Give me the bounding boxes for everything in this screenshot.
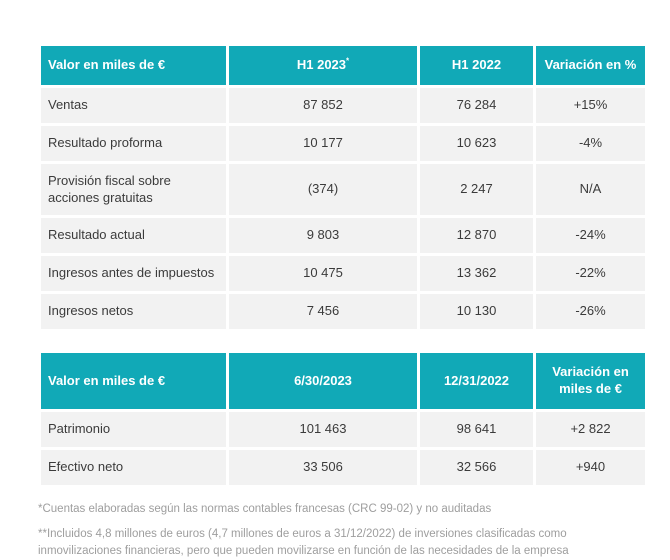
footnotes: *Cuentas elaboradas según las normas con… — [38, 501, 650, 560]
row-label-cell: Provisión fiscal sobre acciones gratuita… — [38, 160, 229, 219]
value-cell: 7 456 — [226, 291, 420, 333]
footnote-investments: **Incluidos 4,8 millones de euros (4,7 m… — [38, 528, 569, 558]
table-spacer — [38, 332, 645, 350]
table-row-provision-fiscal: Provisión fiscal sobre acciones gratuita… — [38, 160, 648, 219]
header-cell-h1-2023: H1 2023* — [226, 43, 420, 88]
value-cell: -26% — [533, 291, 648, 333]
balance-table: Valor en miles de € 6/30/2023 12/31/2022… — [38, 350, 648, 488]
value-cell: 33 506 — [226, 446, 420, 488]
table-row-ingresos-netos: Ingresos netos 7 456 10 130 -26% — [38, 291, 648, 333]
header-cell-variation: Variación en miles de € — [533, 350, 648, 412]
header-cell-variation: Variación en % — [533, 43, 648, 88]
table-row-ventas: Ventas 87 852 76 284 +15% — [38, 84, 648, 126]
value-cell: -22% — [533, 253, 648, 295]
value-cell: 10 130 — [417, 291, 536, 333]
value-cell: (374) — [226, 160, 420, 219]
value-cell: 13 362 — [417, 253, 536, 295]
value-cell: 101 463 — [226, 408, 420, 450]
value-cell: +2 822 — [533, 408, 648, 450]
value-cell: 2 247 — [417, 160, 536, 219]
header-cell-label: Valor en miles de € — [38, 350, 229, 412]
header-cell-date-2023: 6/30/2023 — [226, 350, 420, 412]
value-cell: 10 177 — [226, 122, 420, 164]
value-cell: 10 475 — [226, 253, 420, 295]
footnote-marker: * — [346, 56, 350, 66]
row-label-cell: Efectivo neto — [38, 446, 229, 488]
row-label-cell: Resultado actual — [38, 215, 229, 257]
row-label-cell: Ventas — [38, 84, 229, 126]
value-cell: 98 641 — [417, 408, 536, 450]
value-cell: 9 803 — [226, 215, 420, 257]
results-table: Valor en miles de € H1 2023* H1 2022 Var… — [38, 43, 648, 333]
value-cell: 32 566 — [417, 446, 536, 488]
value-cell: 87 852 — [226, 84, 420, 126]
header-cell-h1-2022: H1 2022 — [417, 43, 536, 88]
table-row-resultado-proforma: Resultado proforma 10 177 10 623 -4% — [38, 122, 648, 164]
table-header-row: Valor en miles de € H1 2023* H1 2022 Var… — [38, 43, 648, 88]
table-row-patrimonio: Patrimonio 101 463 98 641 +2 822 — [38, 408, 648, 450]
row-label-cell: Resultado proforma — [38, 122, 229, 164]
table-row-ingresos-antes-impuestos: Ingresos antes de impuestos 10 475 13 36… — [38, 253, 648, 295]
footnote-accounting-standards: *Cuentas elaboradas según las normas con… — [38, 502, 492, 515]
value-cell: +15% — [533, 84, 648, 126]
header-text: H1 2023 — [296, 57, 347, 72]
row-label-cell: Patrimonio — [38, 408, 229, 450]
value-cell: 12 870 — [417, 215, 536, 257]
table-row-resultado-actual: Resultado actual 9 803 12 870 -24% — [38, 215, 648, 257]
row-label-cell: Ingresos netos — [38, 291, 229, 333]
value-cell: +940 — [533, 446, 648, 488]
row-label-cell: Ingresos antes de impuestos — [38, 253, 229, 295]
value-cell: 10 623 — [417, 122, 536, 164]
value-cell: -4% — [533, 122, 648, 164]
value-cell: 76 284 — [417, 84, 536, 126]
table-row-efectivo-neto: Efectivo neto 33 506 32 566 +940 — [38, 446, 648, 488]
value-cell: -24% — [533, 215, 648, 257]
header-cell-date-2022: 12/31/2022 — [417, 350, 536, 412]
page: Valor en miles de € H1 2023* H1 2022 Var… — [38, 43, 648, 557]
value-cell: N/A — [533, 160, 648, 219]
header-cell-label: Valor en miles de € — [38, 43, 229, 88]
table-header-row: Valor en miles de € 6/30/2023 12/31/2022… — [38, 350, 648, 412]
